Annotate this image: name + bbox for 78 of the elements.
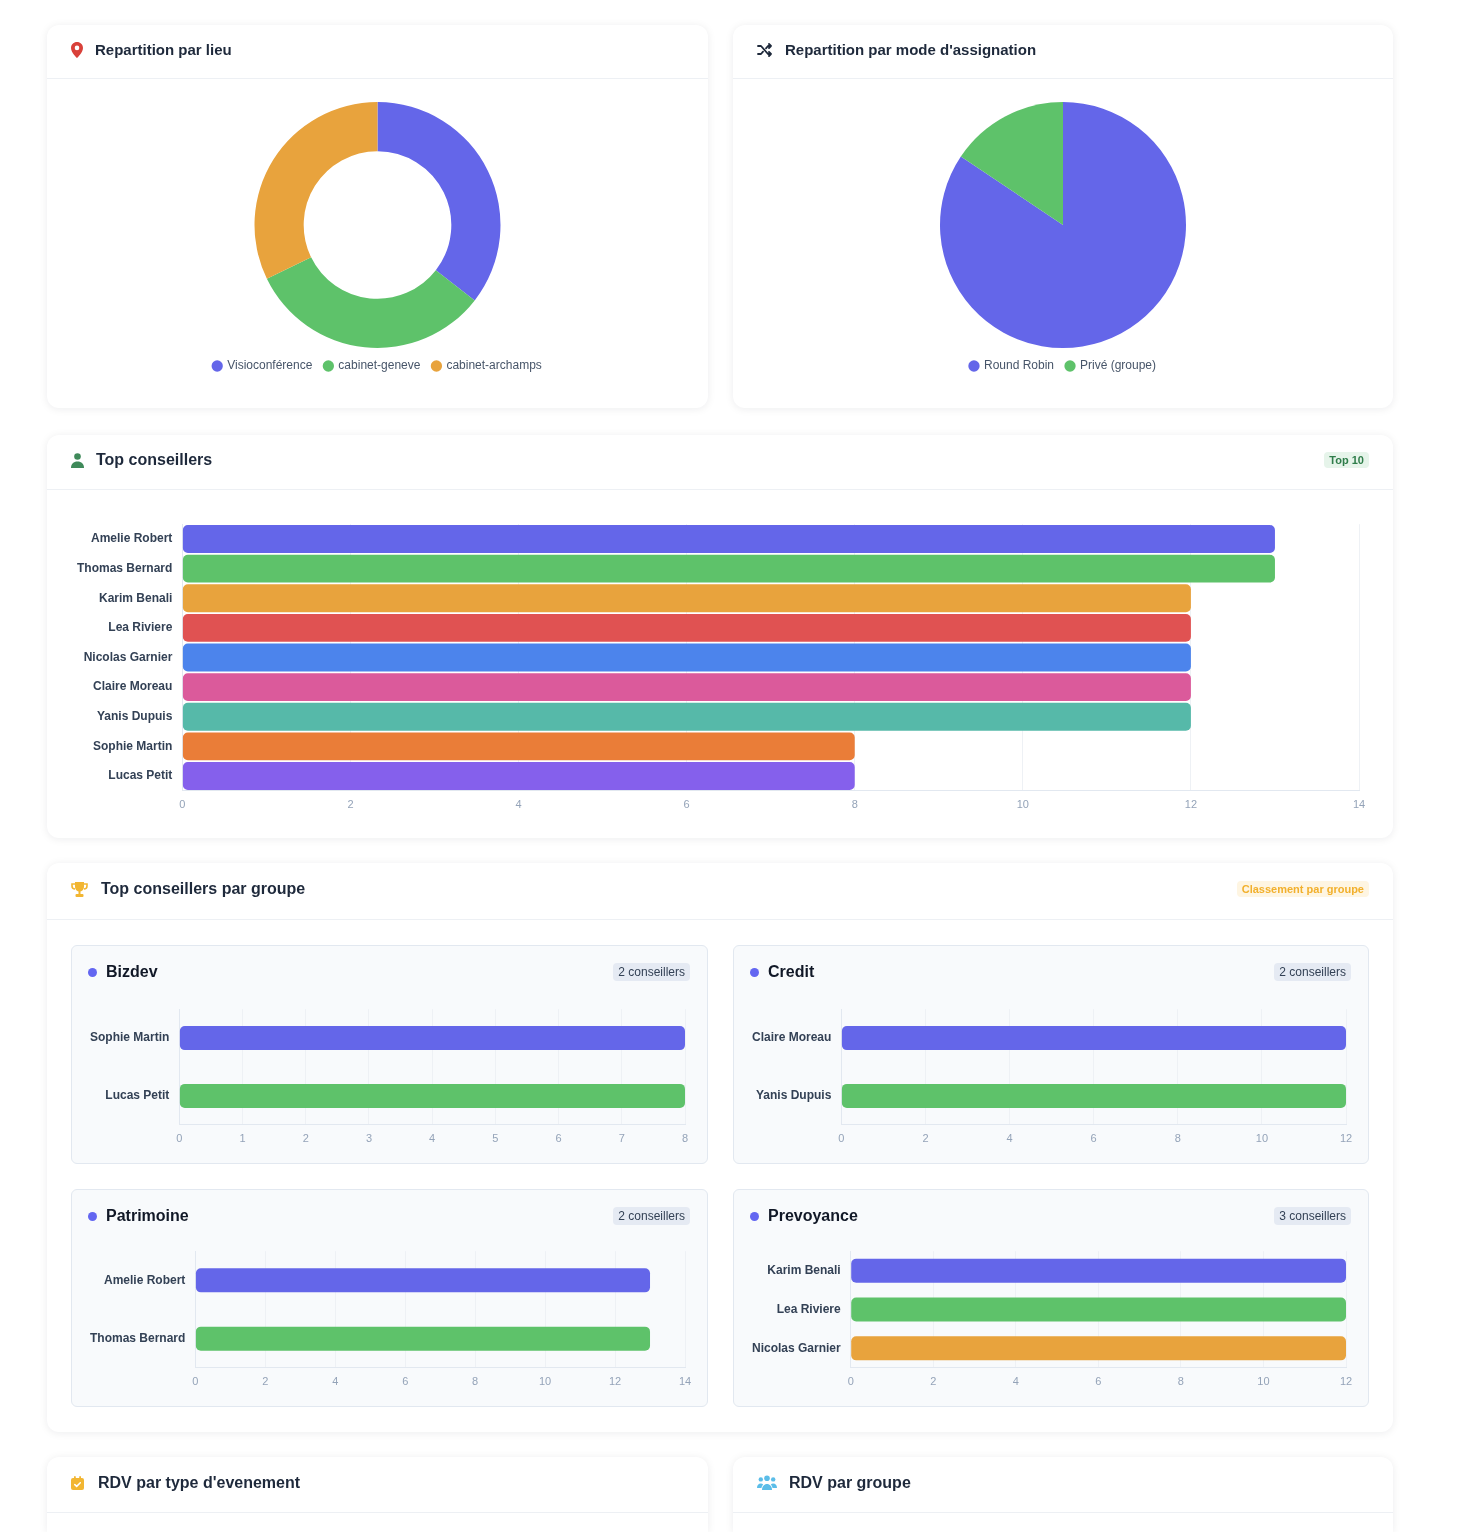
x-tick-label: 8 [1177,1375,1184,1388]
x-tick-label: 6 [1095,1375,1102,1388]
x-tick-label: 10 [538,1375,552,1388]
y-tick-label: Lucas Petit [108,768,173,783]
x-tick-label: 6 [1090,1132,1097,1145]
y-tick-label: Claire Moreau [752,1030,832,1045]
text: Top conseillers par groupe [101,880,306,898]
y-tick-label: Amelie Robert [104,1272,186,1287]
x-tick-label: 0 [176,1132,183,1145]
x-tick-label: 2 [922,1132,929,1145]
x-tick-label: 12 [1339,1375,1353,1388]
x-tick-label: 5 [492,1132,499,1145]
text: 3 conseillers [1274,1207,1351,1225]
chart-title: Credit [768,963,815,981]
y-tick-label: Karim Benali [767,1262,841,1277]
x-tick-label: 2 [302,1132,309,1145]
chart-title: Repartition par mode d'assignation [785,41,1037,58]
x-tick-label: 12 [1339,1132,1353,1145]
chart-title: Patrimoine [106,1207,189,1225]
y-tick-label: Yanis Dupuis [97,709,173,724]
x-tick-label: 10 [1016,798,1029,811]
x-tick-label: 0 [847,1375,854,1388]
x-tick-label: 6 [683,798,690,811]
chart-title: Top conseillers [96,451,213,469]
y-tick-label: Nicolas Garnier [751,1340,842,1355]
y-tick-label: Amelie Robert [91,531,173,546]
chart-title: Bizdev [106,963,158,981]
x-tick-label: 0 [192,1375,199,1388]
y-tick-label: Lea Riviere [108,620,173,635]
x-tick-label: 6 [402,1375,409,1388]
x-tick-label: 0 [179,798,186,811]
chart-title: Prevoyance [768,1207,858,1225]
y-tick-label: Lea Riviere [776,1301,842,1316]
x-tick-label: 4 [1012,1375,1019,1388]
x-tick-label: 2 [930,1375,937,1388]
y-tick-label: Lucas Petit [105,1088,170,1103]
x-tick-label: 4 [332,1375,339,1388]
legend-label: cabinet-archamps [446,358,542,373]
y-tick-label: Thomas Bernard [90,1330,186,1345]
text: 2 conseillers [1274,963,1351,981]
x-tick-label: 4 [515,798,522,811]
legend-label: Privé (groupe) [1080,358,1157,373]
text: Top 10 [1324,452,1369,468]
y-tick-label: Yanis Dupuis [756,1088,832,1103]
x-tick-label: 12 [1184,798,1198,811]
x-tick-label: 4 [1006,1132,1013,1145]
x-tick-label: 10 [1255,1132,1269,1145]
x-tick-label: 10 [1257,1375,1270,1388]
x-tick-label: 14 [678,1375,692,1388]
legend-label: Round Robin [983,358,1055,373]
x-tick-label: 2 [262,1375,269,1388]
text: 2 conseillers [613,963,690,981]
y-tick-label: Claire Moreau [93,679,173,694]
text: RDV par type d'evenement [98,1473,301,1492]
x-tick-label: 12 [608,1375,622,1388]
text: Classement par groupe [1236,881,1369,897]
x-tick-label: 6 [555,1132,562,1145]
y-tick-label: Nicolas Garnier [83,649,173,664]
legend-label: Visioconférence [227,358,313,373]
y-tick-label: Sophie Martin [89,1030,170,1045]
x-tick-label: 8 [681,1132,689,1145]
x-tick-label: 1 [239,1132,246,1145]
y-tick-label: Thomas Bernard [77,560,173,575]
chart-title: Repartition par lieu [95,41,232,58]
x-tick-label: 8 [851,798,858,811]
text: 2 conseillers [613,1207,690,1225]
x-tick-label: 4 [429,1132,436,1145]
x-tick-label: 8 [1174,1132,1181,1145]
x-tick-label: 3 [365,1132,373,1145]
legend-label: cabinet-geneve [338,358,421,373]
y-tick-label: Sophie Martin [93,738,173,753]
text: RDV par groupe [789,1473,911,1492]
y-tick-label: Karim Benali [99,590,173,605]
x-tick-label: 2 [347,798,354,811]
x-tick-label: 0 [838,1132,845,1145]
x-tick-label: 7 [618,1132,625,1145]
x-tick-label: 14 [1352,798,1366,811]
x-tick-label: 8 [472,1375,479,1388]
